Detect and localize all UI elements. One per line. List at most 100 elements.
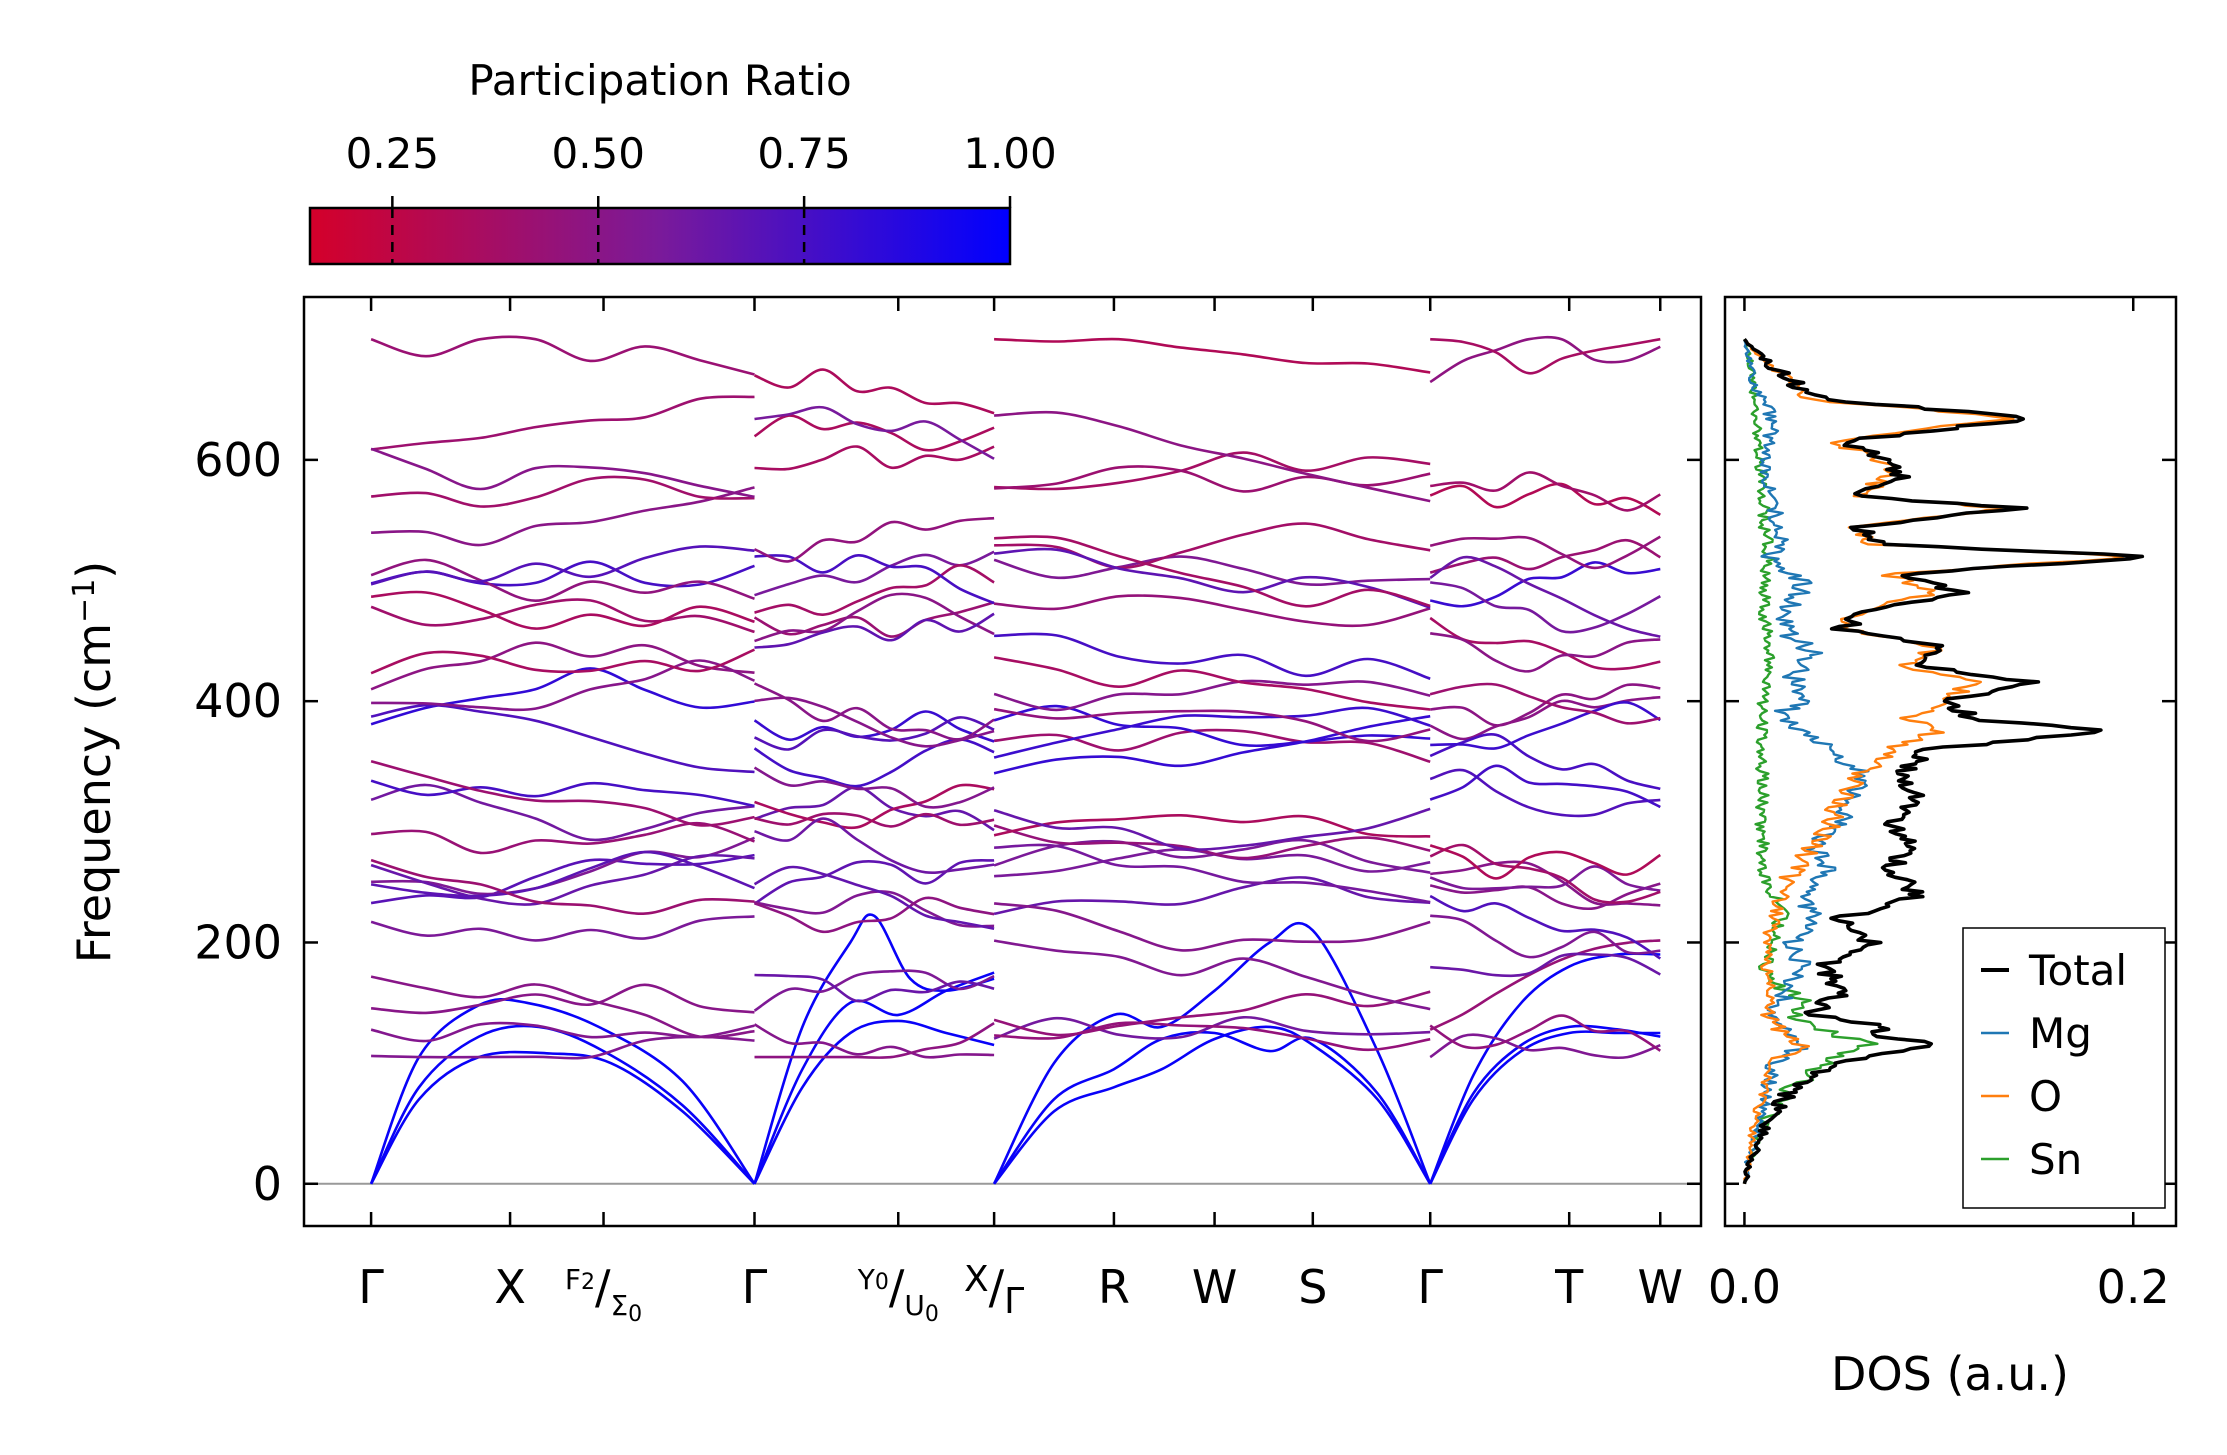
optical-branch [754, 812, 995, 828]
optical-branch [993, 990, 1431, 1037]
dos-xtick-label: 0.2 [2097, 1260, 2170, 1314]
dos-xtick-label: 0.0 [1708, 1260, 1781, 1314]
optical-branch [993, 656, 1431, 711]
optical-branch [370, 590, 755, 630]
optical-branch [754, 696, 995, 748]
acoustic-branch [369, 997, 756, 1185]
optical-branch [371, 475, 755, 508]
optical-branch [753, 516, 995, 563]
kpoint-label: Γ [358, 1260, 384, 1314]
acoustic-branch [753, 1019, 995, 1185]
optical-branch [993, 728, 1431, 764]
kpoint-label: Y0/U0 [857, 1260, 939, 1327]
kpoint-label: W [1638, 1260, 1683, 1314]
optical-branch [993, 824, 1431, 860]
optical-branch [370, 759, 755, 827]
optical-branch [1429, 538, 1661, 574]
optical-branch [994, 522, 1431, 570]
optical-branch [1430, 471, 1661, 512]
kpoint-label: W [1192, 1260, 1237, 1314]
optical-branch [754, 405, 995, 460]
optical-branch [753, 368, 995, 415]
y-axis-label: Frequency (cm−1) [67, 561, 121, 964]
optical-branch [754, 890, 995, 928]
optical-branch [1429, 561, 1661, 608]
band-kpoint-ticks [369, 297, 1662, 1226]
optical-branch [993, 813, 1431, 838]
optical-branch [1429, 939, 1661, 1031]
dos-series-o [1743, 338, 2125, 1184]
optical-branch [1429, 335, 1661, 384]
optical-branch [1429, 882, 1661, 911]
optical-branch [370, 850, 755, 898]
kpoint-label: S [1298, 1260, 1327, 1314]
optical-branch [754, 817, 995, 874]
dos-x-axis-label: DOS (a.u.) [1831, 1347, 2069, 1401]
kpoint-label: X/Γ [964, 1259, 1024, 1322]
optical-branch [994, 451, 1431, 491]
optical-branch [1429, 1014, 1661, 1052]
optical-branch [994, 1021, 1431, 1052]
optical-branch [753, 682, 995, 741]
optical-branch [994, 410, 1431, 503]
optical-branch [370, 395, 755, 451]
optical-branch [1430, 914, 1661, 959]
optical-branch [993, 594, 1431, 628]
colorbar-gradient [308, 206, 1012, 266]
optical-branch [994, 535, 1431, 608]
optical-branch [1429, 632, 1661, 673]
legend-label: Total [2028, 946, 2127, 995]
optical-branch [1429, 682, 1661, 725]
optical-branch [994, 547, 1431, 609]
optical-branch [1429, 535, 1661, 570]
colorbar: Participation Ratio 0.25 0.50 0.75 1.00 [308, 56, 1057, 266]
optical-branch [993, 939, 1431, 1011]
optical-branch [1429, 764, 1661, 809]
optical-branch [371, 659, 755, 712]
kpoint-label: R [1098, 1260, 1130, 1314]
optical-branch [370, 703, 755, 774]
optical-branch [993, 876, 1431, 916]
dos-axes-frame [1723, 295, 2178, 1228]
optical-branch [1429, 844, 1662, 880]
band-ytick-label: 0 [253, 1157, 282, 1211]
optical-branch [1429, 865, 1661, 892]
dos-series-total [1742, 338, 2145, 1185]
dos-series-mg [1743, 338, 1870, 1184]
optical-branch [1429, 555, 1661, 638]
optical-branch [993, 679, 1431, 712]
kpoint-label: Γ [742, 1260, 768, 1314]
colorbar-ticks: 0.25 0.50 0.75 1.00 [346, 129, 1057, 264]
colorbar-tick-label: 0.50 [551, 129, 645, 178]
optical-branch [753, 1023, 995, 1059]
optical-branch [370, 335, 755, 376]
optical-branch [370, 641, 755, 691]
optical-branch [753, 710, 995, 743]
acoustic-branch [1428, 952, 1661, 1185]
optical-branch [370, 779, 755, 808]
dos-lines [1742, 338, 2145, 1185]
optical-branch [370, 558, 755, 603]
optical-branch [993, 714, 1431, 775]
acoustic-branch [753, 971, 995, 1185]
optical-branch [370, 648, 755, 675]
legend-box [1962, 927, 2166, 1209]
optical-branch [754, 592, 995, 643]
optical-branch [754, 612, 995, 649]
kpoint-label: Γ [1417, 1260, 1443, 1314]
optical-branch [753, 969, 995, 1012]
optical-branch [1429, 1033, 1661, 1060]
optical-branch [1429, 482, 1661, 516]
kpoint-label: T [1554, 1260, 1584, 1314]
dos-legend: Total Mg O Sn [1962, 927, 2166, 1209]
optical-branch [753, 859, 995, 905]
optical-branch [754, 896, 995, 934]
optical-branch [1430, 683, 1661, 727]
optical-branch [1429, 768, 1661, 818]
band-ytick-label: 600 [194, 433, 282, 487]
acoustic-branch [369, 1024, 756, 1185]
acoustic-branch [753, 913, 995, 1185]
band-ytick-label: 400 [194, 674, 282, 728]
optical-branch [370, 667, 755, 726]
